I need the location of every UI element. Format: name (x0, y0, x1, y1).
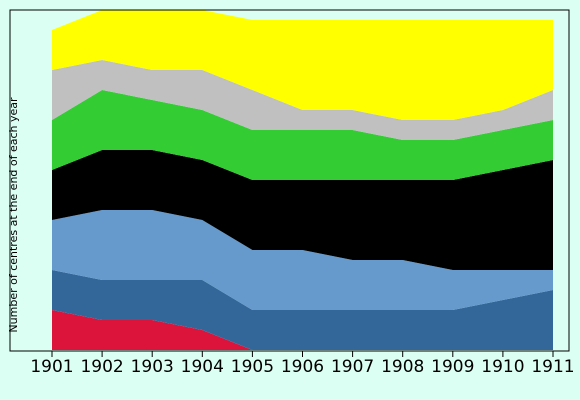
x-tick-label: 1905 (231, 357, 274, 377)
area-series-5 (52, 90, 553, 180)
area-series-1 (52, 310, 553, 350)
x-tick-label: 1902 (80, 357, 123, 377)
x-tick-label: 1907 (331, 357, 374, 377)
x-tick-label: 1901 (30, 357, 73, 377)
y-axis-label: Number of centres at the end of each yea… (7, 97, 20, 333)
plot-border (9, 9, 570, 352)
x-tick-label: 1904 (181, 357, 224, 377)
x-tick-label: 1909 (431, 357, 474, 377)
x-tick-label: 1906 (281, 357, 324, 377)
area-series-3 (52, 210, 553, 310)
x-tick-label: 1908 (381, 357, 424, 377)
area-series-group (52, 10, 553, 350)
x-tick-label: 1910 (481, 357, 524, 377)
x-tick-label: 1903 (131, 357, 174, 377)
x-axis-ticks: 1901 1902 1903 1904 1905 1906 1907 1908 1909 1910… (30, 351, 575, 377)
x-tick-label: 1911 (531, 357, 574, 377)
area-series-7 (52, 10, 553, 120)
